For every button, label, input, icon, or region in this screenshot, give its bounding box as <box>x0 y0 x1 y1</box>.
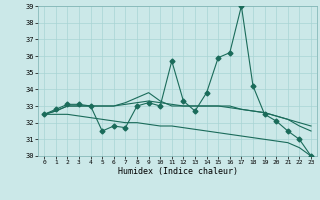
X-axis label: Humidex (Indice chaleur): Humidex (Indice chaleur) <box>118 167 238 176</box>
